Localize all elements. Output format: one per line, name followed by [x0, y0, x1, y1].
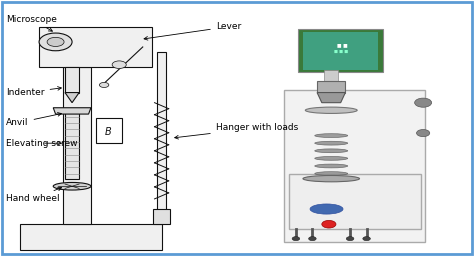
- Text: Anvil: Anvil: [6, 113, 61, 127]
- Circle shape: [417, 130, 430, 137]
- Circle shape: [47, 37, 64, 46]
- Bar: [39, 27, 152, 67]
- Ellipse shape: [305, 107, 357, 113]
- Ellipse shape: [303, 175, 359, 182]
- Text: Hanger with loads: Hanger with loads: [175, 123, 298, 139]
- Polygon shape: [317, 93, 346, 103]
- Text: Hand wheel: Hand wheel: [6, 187, 62, 204]
- Circle shape: [346, 237, 354, 241]
- Circle shape: [415, 98, 432, 107]
- Text: Lever: Lever: [144, 22, 241, 40]
- Bar: [63, 67, 91, 224]
- Bar: [324, 70, 338, 82]
- Bar: [298, 29, 383, 72]
- Text: Microscope: Microscope: [6, 15, 57, 31]
- Ellipse shape: [310, 204, 343, 214]
- Text: ■ ■: ■ ■: [334, 42, 347, 47]
- Ellipse shape: [315, 156, 348, 160]
- Polygon shape: [53, 108, 91, 114]
- Ellipse shape: [315, 141, 348, 145]
- Circle shape: [100, 82, 109, 88]
- Text: Elevating screw: Elevating screw: [6, 139, 78, 148]
- Ellipse shape: [315, 164, 348, 168]
- Bar: [65, 67, 79, 93]
- Bar: [96, 118, 121, 143]
- Bar: [20, 224, 162, 250]
- Bar: [157, 52, 166, 217]
- Bar: [303, 32, 378, 70]
- Text: B: B: [105, 127, 112, 137]
- Circle shape: [363, 237, 370, 241]
- Text: ■ ■ ■: ■ ■ ■: [334, 50, 348, 54]
- Circle shape: [39, 33, 72, 51]
- Circle shape: [309, 237, 316, 241]
- Circle shape: [112, 61, 126, 69]
- Ellipse shape: [315, 172, 348, 175]
- Bar: [289, 174, 421, 229]
- Ellipse shape: [315, 134, 348, 137]
- Bar: [65, 113, 79, 179]
- Bar: [153, 209, 170, 224]
- Ellipse shape: [315, 149, 348, 153]
- Bar: [284, 90, 426, 242]
- Circle shape: [322, 220, 336, 228]
- Circle shape: [292, 237, 300, 241]
- Text: Indenter: Indenter: [6, 87, 61, 97]
- Polygon shape: [65, 93, 79, 103]
- Bar: [317, 81, 346, 93]
- Ellipse shape: [53, 183, 91, 190]
